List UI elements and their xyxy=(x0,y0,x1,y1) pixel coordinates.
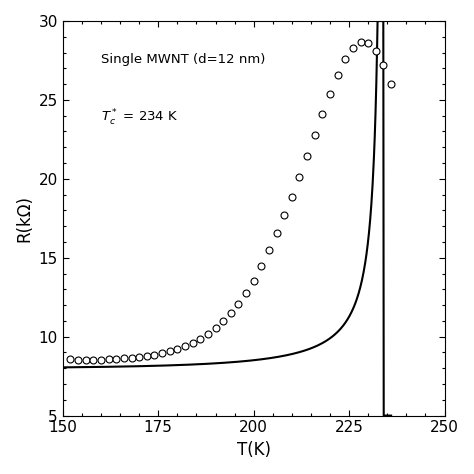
Text: $T_c^*$ = 234 K: $T_c^*$ = 234 K xyxy=(101,108,178,128)
Text: Single MWNT (d=12 nm): Single MWNT (d=12 nm) xyxy=(101,53,265,65)
X-axis label: T(K): T(K) xyxy=(237,441,271,459)
Y-axis label: R(kΩ): R(kΩ) xyxy=(15,195,33,242)
